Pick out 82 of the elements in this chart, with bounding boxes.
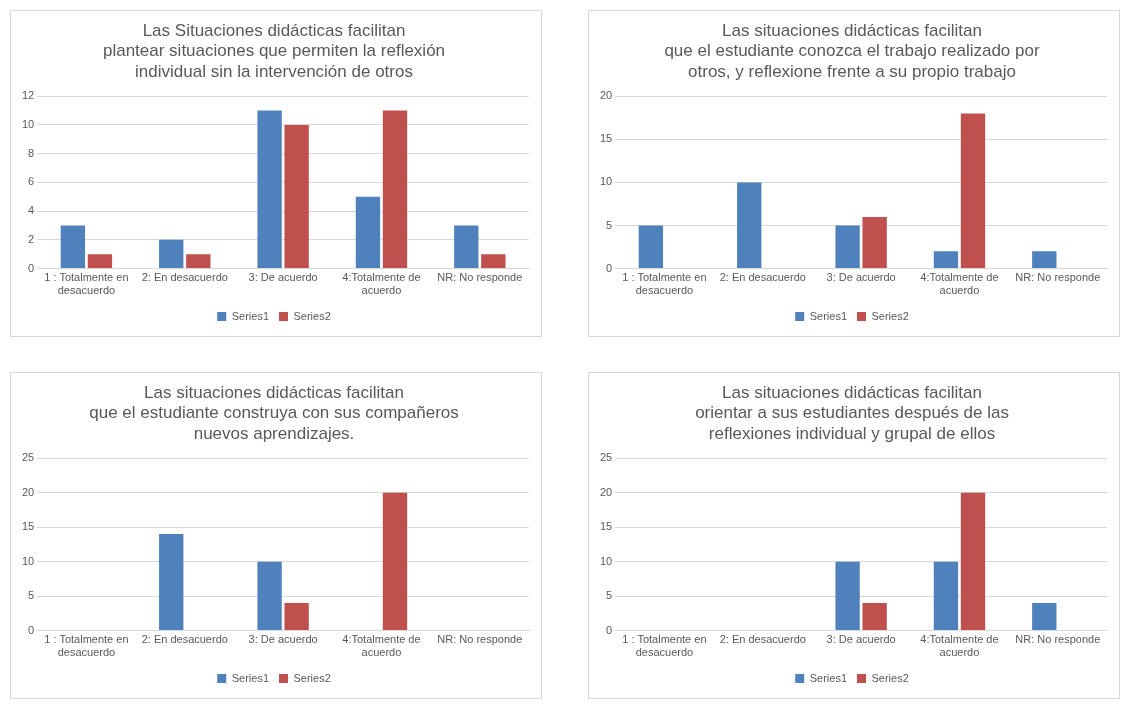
y-tick-label: 20 bbox=[21, 485, 35, 498]
x-tick-label: 1 : Totalmente en desacuerdo bbox=[44, 271, 129, 297]
y-tick-label: 5 bbox=[606, 589, 613, 602]
x-tick-label: NR: No responde bbox=[437, 633, 523, 646]
bar bbox=[284, 124, 309, 269]
y-tick-label: 5 bbox=[28, 589, 35, 602]
bar bbox=[159, 239, 184, 269]
y-tick-label: 0 bbox=[28, 261, 35, 274]
y-tick-label: 5 bbox=[606, 218, 613, 231]
bar bbox=[1032, 251, 1057, 269]
bar bbox=[159, 534, 184, 631]
y-tick-label: 25 bbox=[21, 451, 35, 464]
bar bbox=[257, 561, 282, 631]
legend-label: Series2 bbox=[293, 671, 331, 684]
x-tick-label: 1 : Totalmente en desacuerdo bbox=[622, 271, 707, 297]
x-tick-label: 3: De acuerdo bbox=[248, 271, 318, 284]
bar bbox=[355, 196, 381, 269]
x-tick-label: 2: En desacuerdo bbox=[141, 271, 228, 284]
chart-title: Las situaciones didácticas facilitan orientar a sus estudiantes después de las reflexiones individual y grupal de ellos bbox=[695, 382, 1009, 443]
y-tick-label: 2 bbox=[28, 232, 35, 245]
x-tick-label: 2: En desacuerdo bbox=[141, 633, 228, 646]
y-tick-label: 15 bbox=[599, 520, 613, 533]
chart-title: Las situaciones didácticas facilitan que el estudiante conozca el trabajo realizado por otros, y reflexione frente a su propio trabajo bbox=[664, 20, 1040, 81]
y-tick-label: 25 bbox=[599, 451, 613, 464]
x-tick-label: 3: De acuerdo bbox=[248, 633, 318, 646]
chart-title: Las Situaciones didácticas facilitan plantear situaciones que permiten la reflexión individual sin la intervención de otros bbox=[102, 20, 446, 81]
x-tick-label: 4:Totalmente de acuerdo bbox=[920, 271, 999, 297]
x-tick-label: 4:Totalmente de acuerdo bbox=[920, 633, 999, 659]
chart-title: Las situaciones didácticas facilitan que el estudiante construya con sus compañeros nuevos aprendizajes. bbox=[89, 382, 459, 443]
bar bbox=[960, 492, 986, 631]
bar bbox=[835, 561, 860, 631]
bar bbox=[186, 254, 211, 269]
bar bbox=[382, 110, 408, 269]
bar bbox=[960, 113, 986, 269]
bar bbox=[1032, 603, 1057, 631]
y-tick-label: 20 bbox=[599, 89, 613, 102]
bar bbox=[481, 254, 506, 269]
x-tick-label: NR: No responde bbox=[1015, 633, 1101, 646]
x-tick-label: 4:Totalmente de acuerdo bbox=[342, 271, 421, 297]
y-tick-label: 0 bbox=[606, 261, 613, 274]
y-tick-label: 4 bbox=[28, 204, 35, 217]
y-tick-label: 15 bbox=[21, 520, 35, 533]
bar bbox=[638, 225, 664, 269]
legend-label: Series1 bbox=[231, 309, 269, 322]
bar bbox=[835, 225, 860, 269]
legend-label: Series1 bbox=[809, 309, 847, 322]
legend-label: Series2 bbox=[293, 309, 331, 322]
y-tick-label: 10 bbox=[599, 554, 613, 567]
bar bbox=[60, 225, 86, 269]
x-tick-label: NR: No responde bbox=[1015, 271, 1101, 284]
y-tick-label: 8 bbox=[28, 146, 35, 159]
y-tick-label: 15 bbox=[599, 132, 613, 145]
bar bbox=[257, 110, 282, 269]
x-tick-label: 4:Totalmente de acuerdo bbox=[342, 633, 421, 659]
y-tick-label: 0 bbox=[28, 623, 35, 636]
x-tick-label: 1 : Totalmente en desacuerdo bbox=[44, 633, 129, 659]
bar bbox=[933, 561, 959, 631]
y-tick-label: 10 bbox=[21, 117, 35, 130]
bar bbox=[933, 251, 959, 269]
legend-label: Series2 bbox=[871, 309, 909, 322]
bar bbox=[862, 216, 887, 269]
legend-label: Series2 bbox=[871, 671, 909, 684]
bar bbox=[382, 492, 408, 631]
legend-label: Series1 bbox=[231, 671, 269, 684]
y-tick-label: 6 bbox=[28, 175, 35, 188]
x-tick-label: 3: De acuerdo bbox=[826, 271, 896, 284]
bar bbox=[454, 225, 479, 269]
bar bbox=[87, 254, 113, 269]
y-tick-label: 12 bbox=[21, 89, 35, 102]
x-tick-label: 2: En desacuerdo bbox=[719, 633, 806, 646]
y-tick-label: 10 bbox=[21, 554, 35, 567]
x-tick-label: NR: No responde bbox=[437, 271, 523, 284]
bar bbox=[737, 182, 762, 269]
y-tick-label: 10 bbox=[599, 175, 613, 188]
bar bbox=[862, 603, 887, 631]
legend-label: Series1 bbox=[809, 671, 847, 684]
y-tick-label: 0 bbox=[606, 623, 613, 636]
x-tick-label: 1 : Totalmente en desacuerdo bbox=[622, 633, 707, 659]
bar bbox=[284, 603, 309, 631]
x-tick-label: 3: De acuerdo bbox=[826, 633, 896, 646]
y-tick-label: 20 bbox=[599, 485, 613, 498]
x-tick-label: 2: En desacuerdo bbox=[719, 271, 806, 284]
